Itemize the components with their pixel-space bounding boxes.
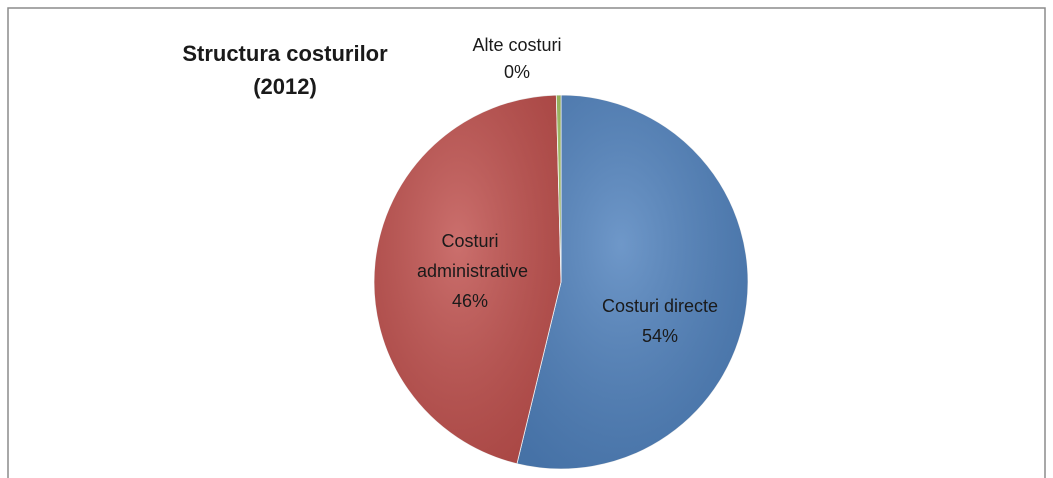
chart-frame xyxy=(7,7,1046,478)
chart-title: Structura costurilor xyxy=(182,41,388,66)
label-line: administrative xyxy=(412,261,528,281)
category-label: Alte costuri xyxy=(472,35,561,55)
value-label: 54% xyxy=(642,326,678,346)
value-label: 46% xyxy=(452,291,488,311)
chart-title: (2012) xyxy=(253,74,317,99)
label-line: Costuri xyxy=(441,231,498,251)
category-label: Costuri directe xyxy=(602,296,718,316)
category-label: Costuri administrative xyxy=(412,231,528,281)
value-label: 0% xyxy=(504,62,530,82)
